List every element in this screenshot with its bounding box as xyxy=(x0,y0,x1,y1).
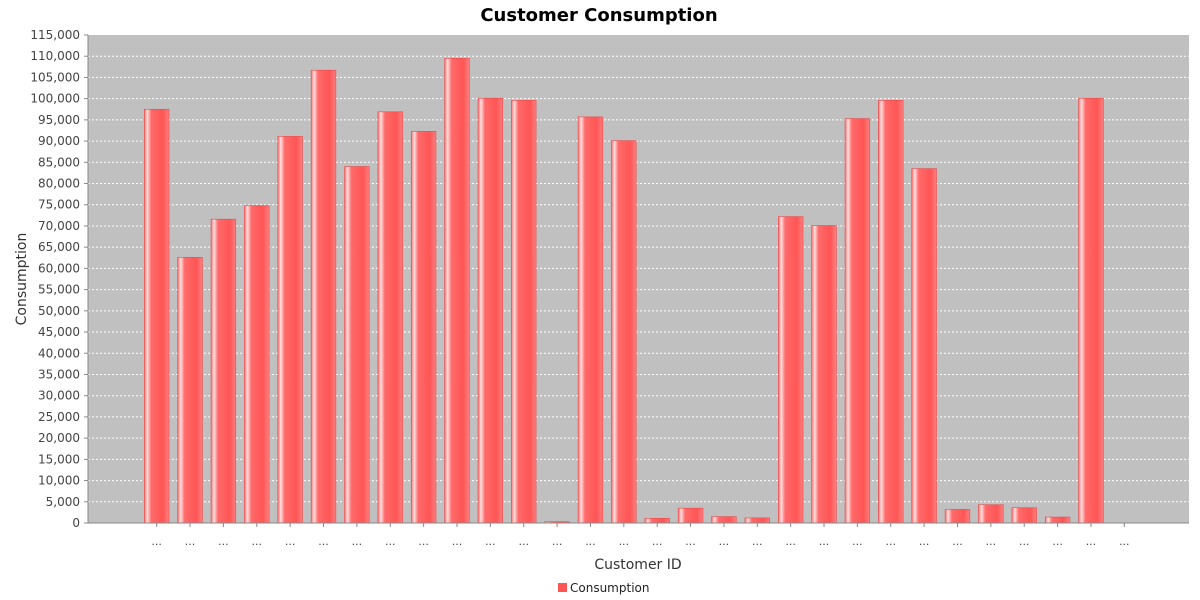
y-tick-label: 110,000 xyxy=(30,49,80,63)
bar xyxy=(1078,97,1104,524)
bar xyxy=(844,118,871,524)
bar xyxy=(611,140,637,524)
bar xyxy=(410,131,437,524)
bar xyxy=(878,100,904,524)
bar xyxy=(978,504,1004,524)
x-tick-label: ... xyxy=(418,535,429,548)
x-tick-label: ... xyxy=(752,535,763,548)
x-tick-label: ... xyxy=(852,535,863,548)
x-tick-label: ... xyxy=(819,535,830,548)
x-tick-label: ... xyxy=(719,535,730,548)
x-tick-label: ... xyxy=(1052,535,1063,548)
x-tick-label: ... xyxy=(1119,535,1130,548)
x-tick-label: ... xyxy=(986,535,997,548)
y-tick-label: 65,000 xyxy=(38,240,80,254)
bar xyxy=(144,108,170,524)
y-tick-label: 105,000 xyxy=(30,70,80,84)
x-tick-label: ... xyxy=(485,535,496,548)
y-tick-label: 25,000 xyxy=(38,410,80,424)
bar xyxy=(711,516,737,524)
bar xyxy=(210,218,237,524)
y-tick-label: 75,000 xyxy=(38,198,80,212)
legend-label: Consumption xyxy=(570,581,649,595)
x-axis-categories: ........................................… xyxy=(151,523,1130,548)
x-tick-label: ... xyxy=(352,535,363,548)
bar xyxy=(1011,507,1037,524)
x-tick-label: ... xyxy=(452,535,463,548)
x-tick-label: ... xyxy=(652,535,663,548)
y-tick-label: 20,000 xyxy=(38,431,80,445)
y-tick-label: 70,000 xyxy=(38,219,80,233)
x-tick-label: ... xyxy=(585,535,596,548)
bar xyxy=(811,225,837,524)
x-tick-label: ... xyxy=(1019,535,1030,548)
y-tick-label: 0 xyxy=(72,516,80,530)
x-tick-label: ... xyxy=(318,535,329,548)
y-axis-label: Consumption xyxy=(14,233,30,326)
x-tick-label: ... xyxy=(218,535,229,548)
x-tick-label: ... xyxy=(919,535,930,548)
legend-swatch xyxy=(558,583,567,592)
y-tick-label: 55,000 xyxy=(38,283,80,297)
x-tick-label: ... xyxy=(285,535,296,548)
x-tick-label: ... xyxy=(185,535,196,548)
x-tick-label: ... xyxy=(785,535,796,548)
x-tick-label: ... xyxy=(518,535,529,548)
bar xyxy=(344,166,370,524)
y-tick-label: 45,000 xyxy=(38,325,80,339)
bar xyxy=(511,100,537,524)
y-tick-label: 40,000 xyxy=(38,346,80,360)
bar xyxy=(577,116,604,524)
x-tick-label: ... xyxy=(252,535,263,548)
y-tick-label: 80,000 xyxy=(38,177,80,191)
x-tick-label: ... xyxy=(151,535,162,548)
bar xyxy=(277,136,303,524)
x-tick-label: ... xyxy=(685,535,696,548)
bar xyxy=(244,205,270,524)
y-tick-label: 95,000 xyxy=(38,113,80,127)
chart-title: Customer Consumption xyxy=(480,5,717,26)
bar xyxy=(644,518,670,524)
y-tick-label: 5,000 xyxy=(46,495,80,509)
legend: Consumption xyxy=(558,581,649,595)
y-tick-label: 35,000 xyxy=(38,367,80,381)
grid-lines xyxy=(88,55,1189,503)
bar xyxy=(744,517,770,524)
bar xyxy=(477,97,503,524)
x-tick-label: ... xyxy=(952,535,963,548)
y-tick-label: 10,000 xyxy=(38,474,80,488)
bar xyxy=(377,111,403,524)
y-tick-label: 50,000 xyxy=(38,304,80,318)
bar xyxy=(310,69,337,524)
y-tick-label: 30,000 xyxy=(38,389,80,403)
bar xyxy=(177,257,203,524)
x-tick-label: ... xyxy=(552,535,563,548)
plot-area xyxy=(88,35,1189,523)
bar xyxy=(911,168,937,524)
y-tick-label: 90,000 xyxy=(38,134,80,148)
x-tick-label: ... xyxy=(619,535,630,548)
bar xyxy=(944,509,971,524)
y-tick-label: 100,000 xyxy=(30,92,80,106)
y-axis-ticks: 0 5,000 10,000 15,000 20,000 25,000 30,000 35,0… xyxy=(30,28,88,530)
y-tick-label: 115,000 xyxy=(30,28,80,42)
x-axis-label: Customer ID xyxy=(594,557,681,573)
bar xyxy=(677,507,704,524)
x-tick-label: ... xyxy=(886,535,897,548)
bars xyxy=(144,58,1104,524)
y-tick-label: 15,000 xyxy=(38,452,80,466)
bar xyxy=(1044,516,1071,524)
bar xyxy=(444,58,470,524)
x-tick-label: ... xyxy=(1086,535,1097,548)
x-tick-label: ... xyxy=(385,535,396,548)
bar xyxy=(778,216,804,524)
y-tick-label: 85,000 xyxy=(38,155,80,169)
y-tick-label: 60,000 xyxy=(38,261,80,275)
